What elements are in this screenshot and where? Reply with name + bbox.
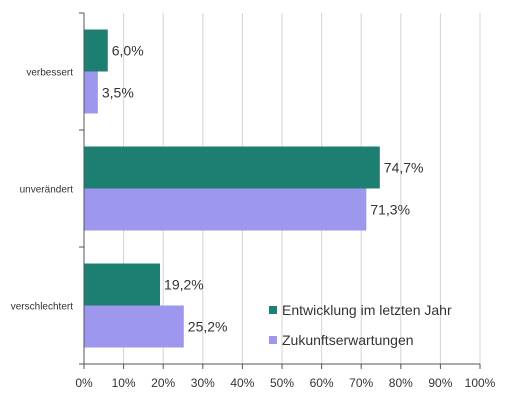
bar — [84, 263, 161, 306]
x-tick-labels: 0% 10% 20% 30% 40% 50% 60% 70% 80% 90% 100% — [75, 376, 495, 390]
x-tick-label: 80% — [389, 376, 413, 390]
x-tick-label: 70% — [349, 376, 373, 390]
legend: Entwicklung im letzten Jahr Zukunftserwa… — [269, 302, 452, 348]
category-label: verschlechtert — [11, 302, 73, 313]
legend-swatch-zukunft — [269, 336, 277, 344]
axes — [79, 12, 481, 369]
x-tick-label: 60% — [310, 376, 334, 390]
x-tick-label: 100% — [465, 376, 496, 390]
data-label: 3,5% — [102, 85, 134, 101]
x-tick-label: 90% — [428, 376, 452, 390]
data-label: 71,3% — [370, 202, 410, 218]
x-tick-label: 0% — [75, 376, 93, 390]
data-label: 25,2% — [188, 319, 228, 335]
x-tick-label: 40% — [230, 376, 254, 390]
data-label: 19,2% — [164, 277, 204, 293]
category-labels: verbessert unverändert verschlechtert — [11, 68, 73, 313]
bar — [84, 188, 367, 231]
bar — [84, 29, 108, 72]
x-tick-label: 50% — [270, 376, 294, 390]
x-tick-label: 20% — [151, 376, 175, 390]
bars — [84, 29, 380, 348]
legend-label-entwicklung: Entwicklung im letzten Jahr — [282, 302, 452, 318]
data-labels: 6,0% 3,5% 74,7% 71,3% 19,2% 25,2% — [102, 43, 424, 335]
data-label: 6,0% — [112, 43, 144, 59]
bar — [84, 71, 98, 114]
x-tick-label: 30% — [191, 376, 215, 390]
category-label: unverändert — [20, 185, 74, 196]
data-label: 74,7% — [384, 160, 424, 176]
category-label: verbessert — [26, 68, 73, 79]
legend-swatch-entwicklung — [269, 306, 277, 314]
x-tick-label: 10% — [112, 376, 136, 390]
bar — [84, 305, 184, 348]
legend-label-zukunft: Zukunftserwartungen — [282, 332, 414, 348]
bar — [84, 146, 380, 189]
